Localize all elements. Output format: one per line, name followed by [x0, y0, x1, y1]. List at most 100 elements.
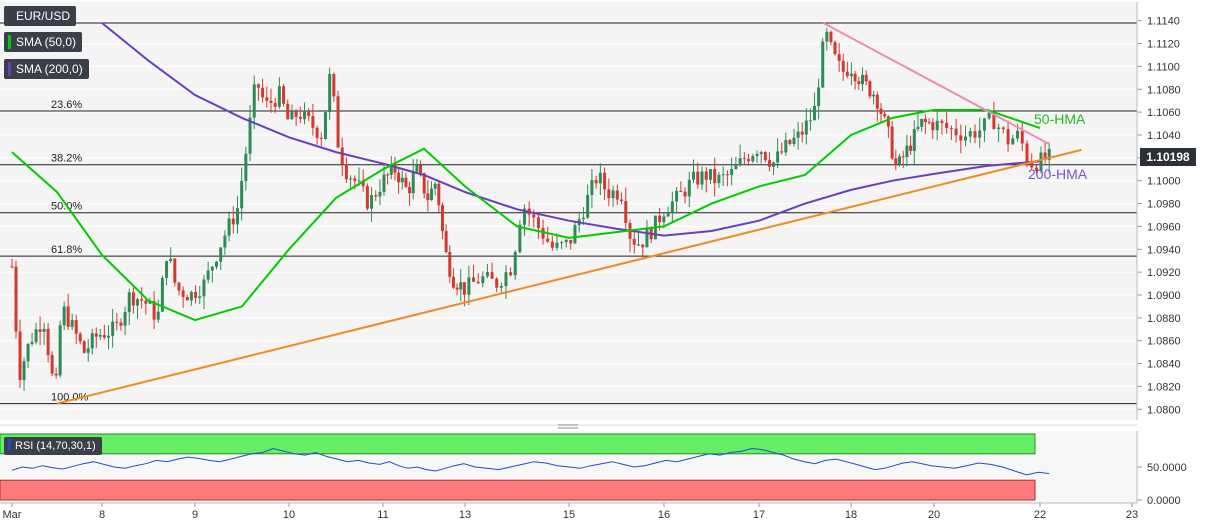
candle-down	[875, 94, 879, 109]
candle-down	[256, 84, 260, 88]
candle-down	[940, 120, 944, 123]
candle-down	[282, 86, 286, 104]
candle-up	[389, 164, 393, 175]
rsi-legend[interactable]: RSI (14,70,30,1)	[4, 437, 102, 455]
candle-down	[102, 335, 106, 338]
candle-up	[849, 73, 853, 77]
candle-down	[833, 42, 837, 55]
pane-resize-handle[interactable]	[558, 424, 578, 429]
candle-down	[332, 73, 336, 97]
candle-down	[261, 87, 265, 98]
candle-down	[462, 282, 466, 295]
candle-up	[721, 174, 725, 176]
candle-down	[393, 164, 397, 173]
sma200-swatch	[8, 62, 11, 76]
rsi-swatch	[8, 439, 11, 451]
candle-down	[800, 131, 804, 135]
candle-down	[336, 96, 340, 148]
candle-up	[804, 120, 808, 135]
candle-up	[328, 73, 332, 113]
y-tick-label: 1.1060	[1147, 107, 1181, 119]
candle-down	[894, 158, 898, 165]
candle-up	[590, 179, 594, 196]
candle-down	[495, 278, 499, 288]
candle-down	[569, 239, 573, 244]
candle-up	[485, 272, 489, 277]
candle-up	[459, 282, 463, 290]
candle-down	[829, 31, 833, 43]
candle-down	[742, 158, 746, 160]
candle-down	[476, 281, 480, 284]
candle-up	[499, 286, 503, 288]
candle-down	[945, 122, 949, 129]
sma50-legend[interactable]: SMA (50,0)	[4, 32, 83, 52]
candle-down	[319, 137, 323, 139]
candle-up	[708, 169, 712, 180]
candle-down	[115, 321, 119, 323]
candle-down	[853, 73, 857, 82]
candle-down	[931, 122, 935, 131]
symbol-label: EUR/USD	[16, 9, 71, 23]
candle-down	[973, 131, 977, 138]
candle-up	[202, 279, 206, 297]
candle-up	[1039, 152, 1043, 171]
candle-up	[248, 117, 252, 154]
candle-down	[269, 100, 273, 104]
candle-up	[382, 174, 386, 192]
candle-up	[978, 130, 982, 138]
candle-up	[215, 261, 219, 267]
candle-up	[662, 216, 666, 223]
candle-up	[687, 179, 691, 197]
candle-up	[645, 228, 649, 248]
candle-down	[632, 238, 636, 245]
sma200-legend[interactable]: SMA (200,0)	[4, 59, 89, 79]
candle-down	[658, 215, 662, 223]
candle-up	[42, 328, 46, 332]
x-tick-label: 20	[928, 509, 940, 521]
candle-down	[181, 290, 185, 297]
candle-up	[734, 165, 738, 170]
y-tick-label: 1.1120	[1147, 39, 1180, 51]
main-plot-area	[0, 2, 1137, 420]
candle-down	[901, 156, 905, 158]
candle-down	[949, 128, 953, 130]
candle-down	[1025, 143, 1029, 162]
candle-down	[992, 112, 996, 130]
candle-up	[573, 225, 577, 244]
candle-down	[615, 190, 619, 200]
rsi-overbought-zone	[0, 433, 1036, 455]
y-tick-label: 1.1140	[1147, 16, 1180, 28]
candle-down	[959, 135, 963, 141]
y-tick-label: 1.0820	[1147, 381, 1181, 393]
fib-level-label: 100.0%	[51, 392, 89, 404]
candle-down	[177, 282, 181, 291]
time-axis: Mar 8 9 10 11 13 15 16 17 18 20 22 23	[0, 502, 1138, 521]
candles	[10, 28, 1051, 391]
candle-up	[165, 261, 169, 278]
candle-up	[792, 137, 796, 144]
candle-up	[349, 178, 353, 180]
x-tick-label: 10	[283, 509, 295, 521]
candle-down	[1001, 127, 1005, 130]
candle-up	[504, 272, 508, 287]
sma50-line	[11, 108, 1041, 322]
candle-up	[26, 344, 30, 362]
candle-down	[509, 272, 513, 276]
grid	[0, 20, 1137, 410]
candle-up	[759, 152, 763, 155]
candle-down	[144, 300, 148, 304]
candle-up	[378, 191, 382, 197]
candle-down	[923, 118, 927, 123]
last-price-label: 1.10198	[1140, 148, 1196, 166]
candle-up	[206, 270, 210, 280]
candle-down	[66, 306, 70, 327]
candle-down	[725, 174, 729, 176]
candle-down	[78, 333, 82, 342]
symbol-legend[interactable]: EUR/USD	[4, 6, 77, 26]
candle-up	[825, 31, 829, 42]
candle-down	[404, 177, 408, 188]
candle-down	[532, 214, 536, 218]
candle-up	[430, 188, 434, 201]
candle-up	[169, 258, 173, 262]
candle-up	[34, 329, 38, 343]
